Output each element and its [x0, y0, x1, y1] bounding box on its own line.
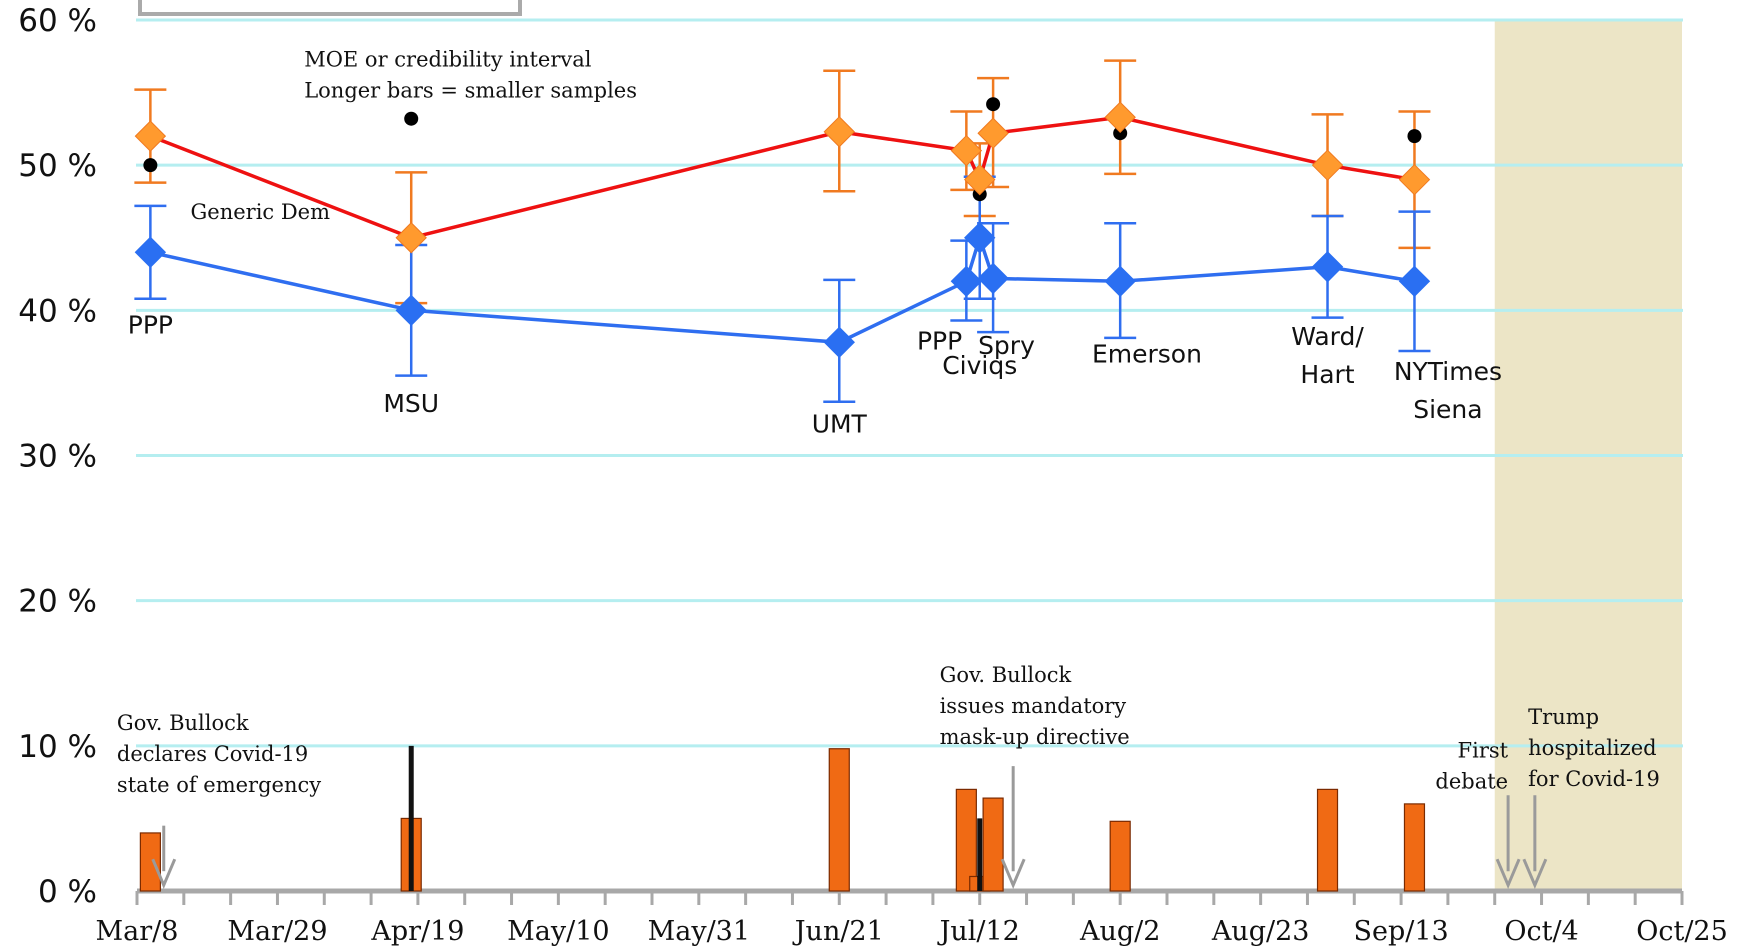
y-tick-label: 20 %: [18, 584, 97, 620]
blue-marker: [823, 326, 855, 358]
blue-marker: [1311, 251, 1344, 283]
annotation-text: Longer bars = smaller samples: [304, 78, 637, 102]
event-arrow-head: [151, 858, 177, 890]
y-tick-label: 50 %: [18, 148, 97, 184]
x-tick-label: Aug/2: [1079, 916, 1160, 947]
result-dot: [1407, 129, 1422, 144]
annotation-text: hospitalized: [1528, 736, 1656, 760]
x-tick-label: Jun/21: [792, 916, 884, 947]
red-marker: [1104, 101, 1136, 133]
annotation-text: declares Covid-19: [117, 742, 308, 766]
result-dot: [404, 111, 419, 126]
pollster-label: Civiqs: [942, 351, 1017, 380]
x-tick-label: Jul/12: [937, 916, 1020, 947]
pollster-label: Ward/: [1291, 322, 1364, 351]
event-arrow-head: [1495, 858, 1521, 890]
series-markers: [134, 101, 1431, 358]
red-marker: [823, 116, 855, 148]
x-tick-label: Mar/29: [227, 916, 327, 947]
x-tick-label: Oct/25: [1636, 916, 1728, 947]
sample-bar: [982, 797, 1004, 892]
blue-marker: [395, 294, 427, 327]
event-arrow-head: [1000, 858, 1026, 890]
blue-marker: [977, 262, 1009, 295]
blue-marker: [134, 236, 167, 268]
sample-bar: [955, 788, 977, 892]
annotation-text: First: [1458, 738, 1509, 762]
annotation-text: Generic Dem: [191, 200, 331, 224]
series-lines: [149, 115, 1415, 345]
annotation-text: mask-up directive: [940, 725, 1130, 749]
pollster-label: NYTimes: [1394, 357, 1502, 386]
pollster-label: UMT: [812, 409, 868, 438]
annotation-text: issues mandatory: [940, 694, 1127, 718]
x-tick-label: Mar/8: [96, 916, 179, 947]
blue-series-line: [150, 232, 1415, 345]
pollster-label: Spry: [978, 331, 1035, 360]
blue-marker: [1104, 265, 1136, 298]
x-tick-label: Sep/13: [1353, 916, 1448, 947]
sample-bar: [828, 748, 850, 892]
event-arrows: [151, 766, 1548, 890]
result-dot: [1113, 126, 1128, 141]
annotation-text: state of emergency: [117, 773, 321, 797]
annotation-text: Gov. Bullock: [117, 711, 249, 735]
blue-marker: [1398, 265, 1431, 298]
blue-marker: [964, 222, 996, 254]
annotation-text: for Covid-19: [1528, 767, 1660, 791]
result-dot: [143, 158, 158, 173]
pollster-label: Siena: [1413, 395, 1482, 424]
red-marker: [977, 117, 1009, 149]
sample-size-bars: [139, 745, 1426, 892]
y-tick-label: 30 %: [18, 439, 97, 475]
x-tick-label: May/31: [648, 916, 750, 947]
pollster-label: PPP: [917, 327, 962, 356]
x-tick-label: Aug/23: [1211, 916, 1310, 947]
y-tick-label: 0 %: [38, 874, 97, 910]
annotation-text: debate: [1435, 769, 1508, 793]
annotation-text: Trump: [1528, 705, 1599, 729]
red-marker: [395, 222, 427, 254]
pollster-label: PPP: [128, 311, 173, 340]
sample-bar: [1109, 820, 1131, 892]
error-bars: [134, 59, 1431, 404]
event-arrow-head: [1522, 858, 1548, 890]
legend-box-edge: [138, 0, 522, 16]
annotations: MOE or credibility interval Longer bars =…: [117, 47, 1660, 796]
red-marker: [134, 120, 167, 152]
pollster-label: Hart: [1300, 360, 1354, 389]
sample-bar: [139, 832, 161, 892]
red-marker: [964, 163, 996, 196]
y-tick-label: 40 %: [18, 293, 97, 329]
y-axis-tick-labels: 0 % 10 % 20 % 30 % 40 % 50 % 60 %: [18, 3, 97, 910]
y-tick-label: 10 %: [18, 729, 97, 765]
pollster-label: MSU: [383, 389, 439, 418]
pollster-label: Emerson: [1092, 340, 1202, 369]
y-tick-label: 60 %: [18, 3, 97, 39]
red-marker: [950, 134, 983, 167]
annotation-text: Gov. Bullock: [940, 663, 1072, 687]
x-tick-label: Oct/4: [1504, 916, 1578, 947]
annotation-text: MOE or credibility interval: [304, 47, 592, 71]
result-dot: [986, 97, 1001, 112]
red-marker: [1398, 163, 1431, 196]
red-marker: [1311, 149, 1344, 181]
sample-bar: [1316, 788, 1339, 892]
red-series-line: [149, 115, 1415, 240]
x-axis: Mar/8 Mar/29 Apr/19 May/10 May/31 Jun/21 Jul/1…: [96, 888, 1728, 947]
x-tick-label: Apr/19: [370, 916, 464, 947]
blue-marker: [950, 265, 983, 298]
result-dots: [143, 97, 1422, 202]
x-tick-label: May/10: [507, 916, 609, 947]
sample-bar: [1403, 803, 1426, 892]
